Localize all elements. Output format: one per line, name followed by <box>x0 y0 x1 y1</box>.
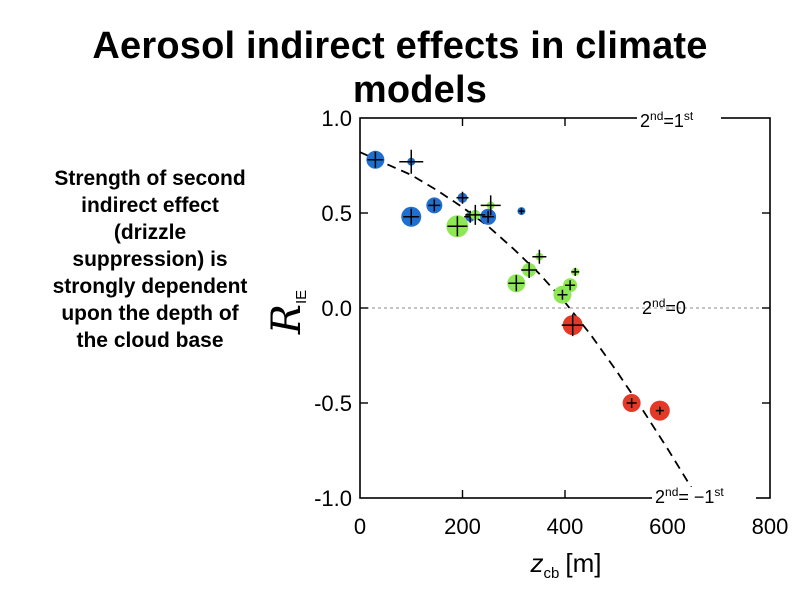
x-tick-label: 400 <box>547 514 584 539</box>
x-axis-label-subscript: cb <box>544 565 560 582</box>
x-tick-label: 200 <box>444 514 481 539</box>
y-tick-label: 0.5 <box>321 201 352 226</box>
data-point-cross <box>508 275 525 292</box>
data-point-cross <box>399 149 424 174</box>
data-point-cross <box>465 204 486 225</box>
corner-annotation: 2nd= −1st <box>655 485 724 507</box>
data-point-cross <box>521 262 538 278</box>
data-point-cross <box>480 195 501 216</box>
data-point-cross <box>565 280 576 291</box>
data-point-cross <box>428 199 441 212</box>
x-axis-label: zcb [m] <box>530 548 602 582</box>
fit-curve <box>360 151 699 498</box>
data-point-cross <box>561 314 584 337</box>
x-axis-label-unit: [m] <box>565 548 601 578</box>
y-axis-label: RIE <box>264 290 310 335</box>
x-axis-label-variable: z <box>530 548 544 578</box>
data-point-cross <box>532 249 547 264</box>
data-point-cross <box>571 267 580 276</box>
side-description: Strength of second indirect effect (driz… <box>52 167 248 352</box>
annotation-background <box>637 111 721 133</box>
slide-title-line-2: models <box>352 69 488 111</box>
y-tick-label: -0.5 <box>314 391 352 416</box>
x-tick-label: 600 <box>649 514 686 539</box>
x-tick-label: 800 <box>752 514 789 539</box>
slide-title: Aerosol indirect effects in climate mode… <box>0 24 800 112</box>
data-point-cross <box>626 398 637 408</box>
annotation-background <box>652 487 756 509</box>
y-axis-label-subscript: IE <box>293 290 310 304</box>
data-point-cross <box>447 216 468 237</box>
data-point-cross <box>557 289 568 300</box>
corner-annotation: 2nd=1st <box>640 109 694 131</box>
data-point-cross <box>482 210 495 223</box>
data-point-cross <box>456 191 469 204</box>
data-point-cross <box>403 208 420 225</box>
y-tick-label: -1.0 <box>314 486 352 511</box>
data-point-cross <box>367 151 384 168</box>
slide-title-line-1: Aerosol indirect effects in climate <box>92 25 708 67</box>
data-point-cross <box>655 406 664 415</box>
y-tick-label: 1.0 <box>321 106 352 131</box>
data-point-cross <box>518 208 525 215</box>
reference-line-label: 2nd=0 <box>642 296 686 318</box>
x-tick-label: 0 <box>354 514 366 539</box>
y-tick-label: 0.0 <box>321 296 352 321</box>
y-axis-label-symbol: R <box>264 304 310 335</box>
